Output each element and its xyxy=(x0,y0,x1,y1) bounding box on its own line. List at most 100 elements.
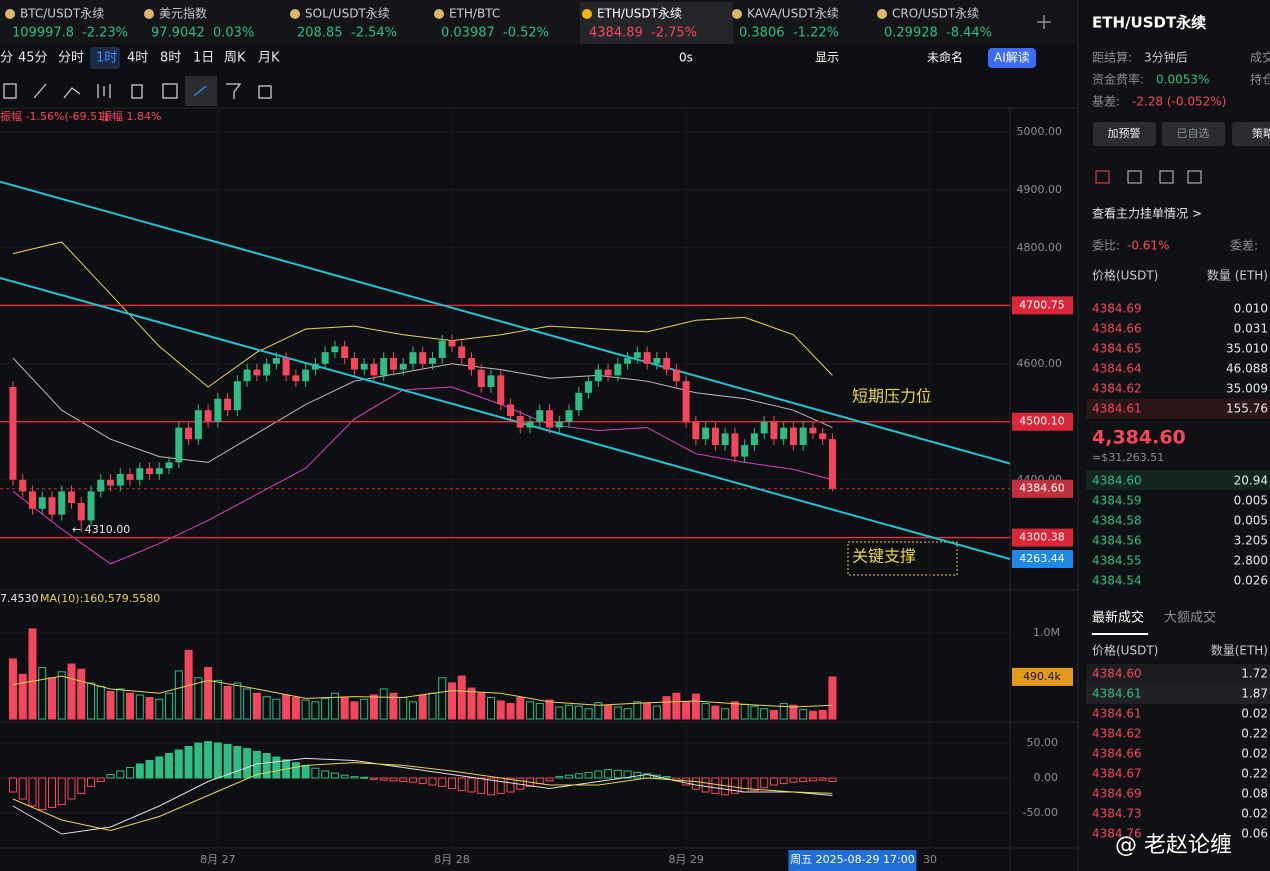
tab-name[interactable]: KAVA/USDT永续 xyxy=(747,7,839,21)
ask-price: 4384.65 xyxy=(1092,342,1142,356)
stat-value: 0.0053% xyxy=(1156,73,1209,87)
macd-bar xyxy=(487,777,496,796)
bid-price: 4384.59 xyxy=(1092,494,1142,508)
toolbar-item[interactable]: 显示 xyxy=(815,51,839,65)
view-icon[interactable] xyxy=(1095,170,1110,184)
tool-icon[interactable] xyxy=(3,83,17,99)
volume-bar xyxy=(252,692,261,720)
volume-bar xyxy=(808,710,817,720)
candle-body xyxy=(536,410,544,422)
view-icon[interactable] xyxy=(1187,170,1202,184)
volume-bar xyxy=(126,692,135,720)
tab-name[interactable]: ETH/BTC xyxy=(449,7,500,21)
view-icon[interactable] xyxy=(1127,170,1142,184)
tab-change: -0.52% xyxy=(503,26,549,41)
timeframe[interactable]: 4时 xyxy=(127,51,148,66)
trade-price: 4384.61 xyxy=(1092,707,1142,721)
tab-name[interactable]: BTC/USDT永续 xyxy=(20,7,104,21)
candle-body xyxy=(702,427,710,440)
volume-bar xyxy=(555,706,564,720)
button-label[interactable]: 加预警 xyxy=(1108,126,1141,140)
candle-body xyxy=(575,392,583,411)
tool-icon[interactable] xyxy=(193,85,207,97)
bid-qty: 0.005 xyxy=(1234,514,1268,528)
macd-bar xyxy=(116,770,125,779)
button-label[interactable]: 策略 xyxy=(1252,126,1270,140)
trade-qty: 0.02 xyxy=(1241,807,1268,821)
band-line xyxy=(12,241,833,388)
candle-body xyxy=(780,427,788,440)
volume-last-label: 490.4k xyxy=(1023,670,1061,683)
volume-bar xyxy=(545,699,554,720)
toolbar-item[interactable]: AI解读 xyxy=(994,51,1030,65)
candle-body xyxy=(175,427,183,463)
panel-button[interactable] xyxy=(1162,122,1225,146)
tool-icon[interactable] xyxy=(63,87,81,99)
trade-tab[interactable]: 最新成交 xyxy=(1092,610,1144,626)
timeframe[interactable]: 45分 xyxy=(18,51,48,66)
tab-name[interactable]: ETH/USDT永续 xyxy=(597,7,682,21)
ai-button[interactable] xyxy=(988,48,1036,68)
tool-icon[interactable] xyxy=(258,85,272,99)
candle-body xyxy=(477,369,485,387)
candle-body xyxy=(116,473,124,486)
volume-bar xyxy=(360,698,369,720)
timeframe[interactable]: 分 xyxy=(0,51,13,66)
macd-bar xyxy=(135,763,144,779)
macd-bar xyxy=(165,753,174,779)
macd-bar xyxy=(623,770,632,779)
candle-body xyxy=(419,352,427,364)
bid-price: 4384.58 xyxy=(1092,514,1142,528)
timeframe[interactable]: 分时 xyxy=(58,51,84,66)
macd-bar xyxy=(467,777,476,793)
tab-name[interactable]: 美元指数 xyxy=(159,6,207,21)
candle-body xyxy=(770,421,778,440)
timeframe[interactable]: 周K xyxy=(224,51,246,66)
candle-body xyxy=(507,404,515,416)
info-change: 振幅 -1.56%(-69.51) xyxy=(0,109,108,123)
tab-name[interactable]: SOL/USDT永续 xyxy=(305,7,390,21)
tool-icon[interactable] xyxy=(33,83,47,99)
candle-body xyxy=(516,415,524,428)
tool-icon[interactable] xyxy=(226,83,242,99)
timeframe-active[interactable] xyxy=(90,47,120,69)
macd-bar xyxy=(662,776,671,779)
support-note: 关键支撑 xyxy=(852,547,916,566)
view-icon[interactable] xyxy=(1159,170,1174,184)
timeframe[interactable]: 月K xyxy=(258,51,280,66)
volume-bar xyxy=(77,668,86,720)
macd-bar xyxy=(8,777,17,793)
y-tick-label: 5000.00 xyxy=(1017,125,1063,138)
tab-price: 0.29928 xyxy=(884,26,938,41)
tab-name[interactable]: CRO/USDT永续 xyxy=(892,7,979,21)
candle-body xyxy=(526,421,534,428)
tool-icon[interactable] xyxy=(162,83,178,99)
level-label: 4700.75 xyxy=(1019,298,1065,311)
volume-bar xyxy=(330,692,339,720)
tab-add[interactable] xyxy=(1037,15,1051,29)
tool-icon[interactable] xyxy=(97,84,111,98)
tab-change: -8.44% xyxy=(946,26,992,41)
level-box xyxy=(1012,528,1073,547)
ask-price: 4384.66 xyxy=(1092,322,1142,336)
toolbar-item[interactable]: 未命名 xyxy=(927,50,963,65)
volume-bar xyxy=(526,701,535,720)
book-link[interactable]: 查看主力挂单情况 > xyxy=(1092,207,1202,221)
candle-body xyxy=(331,346,339,353)
trade-tab[interactable]: 大额成交 xyxy=(1164,610,1216,626)
panel-button[interactable] xyxy=(1093,122,1156,146)
volume-bar xyxy=(47,677,56,720)
level-label: 4300.38 xyxy=(1019,531,1065,544)
button-label[interactable]: 已自选 xyxy=(1177,127,1210,140)
macd-bar xyxy=(243,748,252,779)
candle-body xyxy=(233,381,241,411)
toolbar-item[interactable]: 0s xyxy=(679,51,693,65)
tool-icon[interactable] xyxy=(131,84,143,99)
timeframe[interactable]: 1时 xyxy=(96,51,117,66)
panel-button[interactable] xyxy=(1232,122,1270,146)
volume-bar xyxy=(750,705,759,720)
timeframe[interactable]: 1日 xyxy=(193,51,214,66)
timeframe[interactable]: 8时 xyxy=(160,51,181,66)
macd-bar xyxy=(438,777,447,787)
